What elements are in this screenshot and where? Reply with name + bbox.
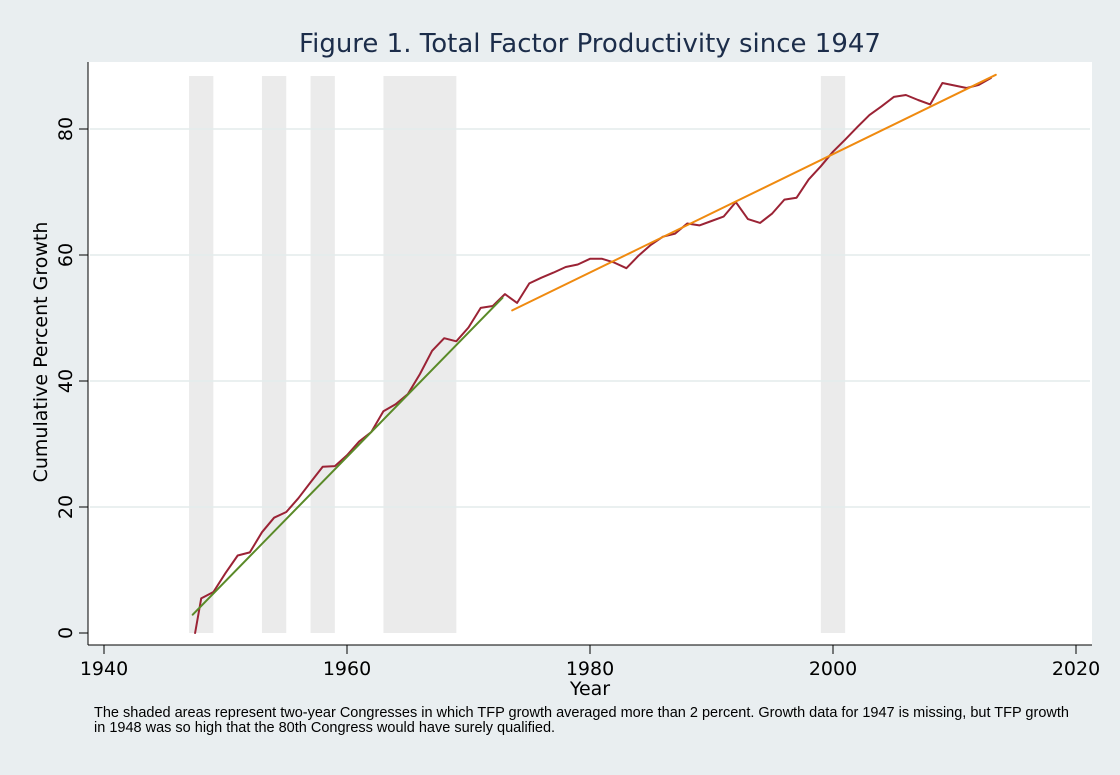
y-tick-label-80: 80	[55, 117, 77, 141]
shaded-period-3	[383, 76, 457, 633]
gridlines	[90, 128, 1090, 508]
y-tick-label-40: 40	[55, 369, 77, 393]
y-tick-label-20: 20	[55, 495, 77, 519]
series-line-2	[511, 73, 997, 312]
x-tick-label-1980: 1980	[566, 658, 614, 680]
series-line-0	[194, 77, 992, 634]
shaded-period-1	[261, 76, 287, 633]
chart-footnote: The shaded areas represent two-year Cong…	[94, 705, 1069, 736]
x-tick-label-2020: 2020	[1052, 658, 1100, 680]
shaded-period-4	[820, 76, 846, 633]
chart-title: Figure 1. Total Factor Productivity sinc…	[299, 29, 881, 59]
x-tick-label-1960: 1960	[323, 658, 371, 680]
axes: 1940 1960 1980 2000 2020 0 20 40 60 80	[55, 62, 1100, 680]
y-tick-label-0: 0	[55, 627, 77, 639]
x-tick-label-2000: 2000	[809, 658, 857, 680]
shaded-period-0	[189, 76, 214, 633]
shaded-period-2	[310, 76, 335, 633]
y-tick-label-60: 60	[55, 243, 77, 267]
series-line-1	[191, 296, 504, 616]
shaded-periods	[189, 76, 846, 633]
series-layer	[191, 73, 997, 634]
x-axis-title: Year	[569, 678, 610, 700]
x-tick-label-1940: 1940	[80, 658, 128, 680]
plot-background	[88, 62, 1092, 645]
y-axis-title: Cumulative Percent Growth	[30, 222, 52, 483]
